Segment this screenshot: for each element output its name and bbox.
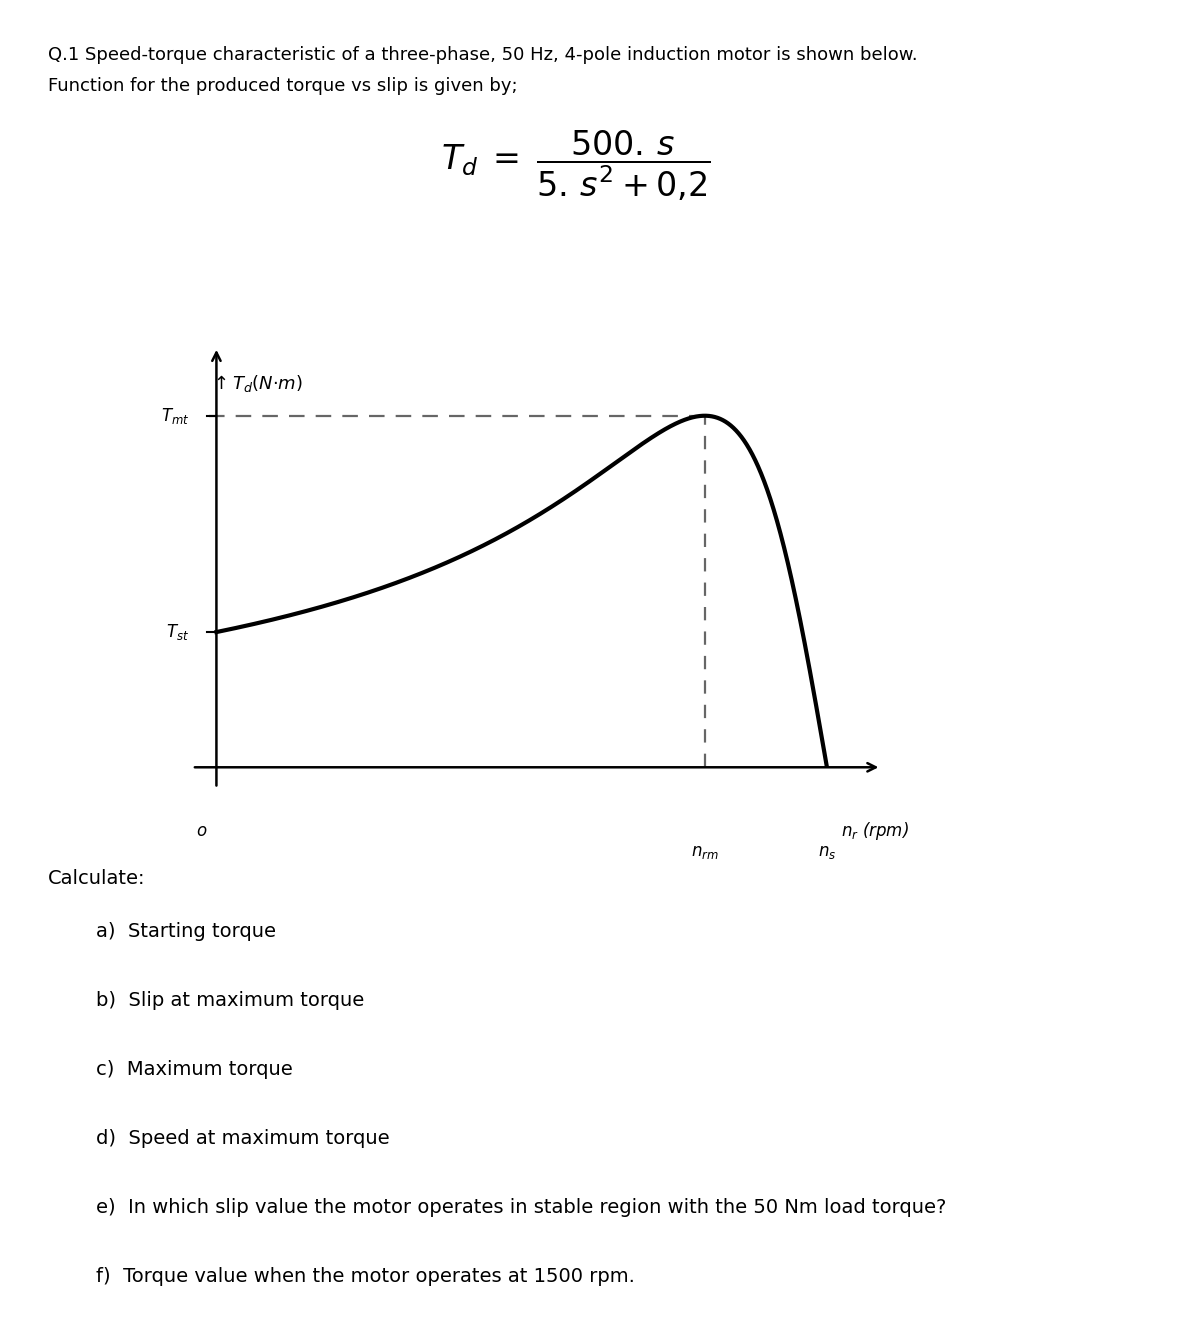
Text: $T_d \;=\; \dfrac{500.\, s}{5.\, s^2 + 0{,}2}$: $T_d \;=\; \dfrac{500.\, s}{5.\, s^2 + 0…: [442, 129, 710, 203]
Text: $T_{mt}$: $T_{mt}$: [161, 406, 190, 426]
Text: a)  Starting torque: a) Starting torque: [96, 922, 276, 941]
Text: $n_r$ (rpm): $n_r$ (rpm): [841, 820, 908, 841]
Text: b)  Slip at maximum torque: b) Slip at maximum torque: [96, 991, 365, 1010]
Text: o: o: [197, 821, 206, 840]
Text: $T_{st}$: $T_{st}$: [167, 622, 190, 642]
Text: $n_s$: $n_s$: [817, 843, 836, 861]
Text: $\uparrow$$T_d(N{\cdot}m)$: $\uparrow$$T_d(N{\cdot}m)$: [210, 373, 304, 394]
Text: e)  In which slip value the motor operates in stable region with the 50 Nm load : e) In which slip value the motor operate…: [96, 1198, 947, 1217]
Text: f)  Torque value when the motor operates at 1500 rpm.: f) Torque value when the motor operates …: [96, 1267, 635, 1286]
Text: $n_{rm}$: $n_{rm}$: [691, 843, 719, 861]
Text: Q.1 Speed-torque characteristic of a three-phase, 50 Hz, 4-pole induction motor : Q.1 Speed-torque characteristic of a thr…: [48, 46, 918, 65]
Text: d)  Speed at maximum torque: d) Speed at maximum torque: [96, 1129, 390, 1148]
Text: c)  Maximum torque: c) Maximum torque: [96, 1060, 293, 1079]
Text: Calculate:: Calculate:: [48, 869, 145, 888]
Text: Function for the produced torque vs slip is given by;: Function for the produced torque vs slip…: [48, 77, 517, 96]
